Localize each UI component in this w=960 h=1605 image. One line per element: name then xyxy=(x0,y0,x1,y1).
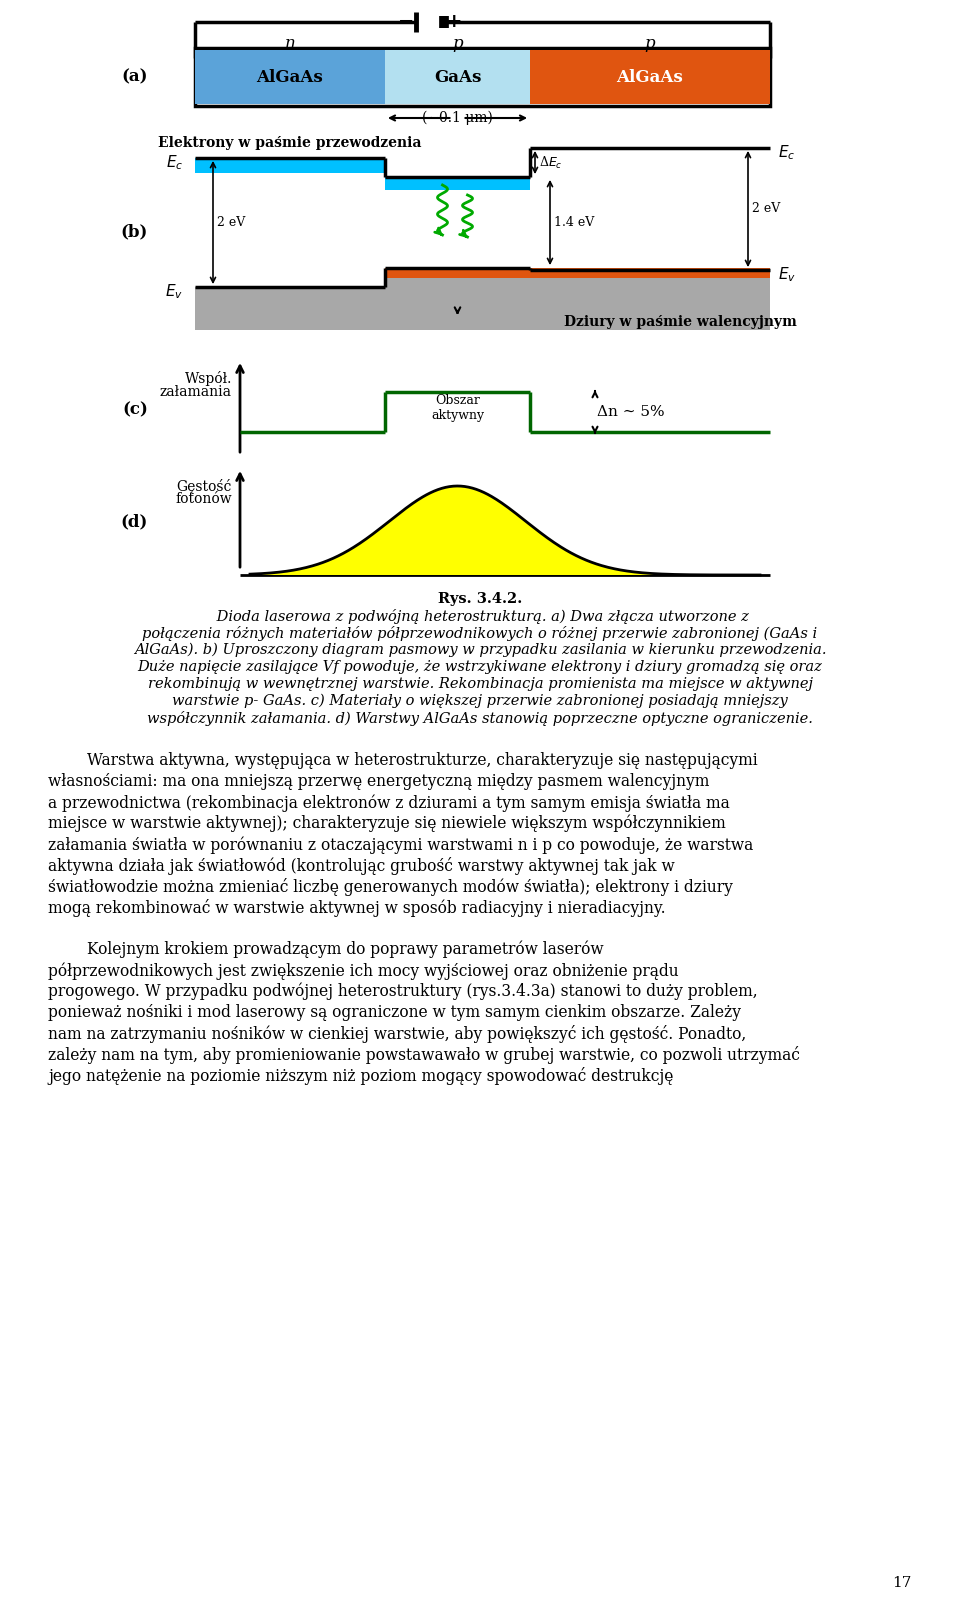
Text: AlGaAs: AlGaAs xyxy=(616,69,684,85)
Text: Duże napięcie zasilające Vf powoduje, że wstrzykiwane elektrony i dziury gromadz: Duże napięcie zasilające Vf powoduje, że… xyxy=(137,660,823,674)
Text: +: + xyxy=(445,13,463,30)
Bar xyxy=(530,270,770,331)
Text: Warstwa aktywna, występująca w heterostrukturze, charakteryzuje się następującym: Warstwa aktywna, występująca w heterostr… xyxy=(48,753,757,769)
Text: (∼0.1 μm): (∼0.1 μm) xyxy=(422,111,492,125)
Text: Dziury w paśmie walencyjnym: Dziury w paśmie walencyjnym xyxy=(564,315,797,329)
Text: Rys. 3.4.2.: Rys. 3.4.2. xyxy=(438,592,522,607)
Text: warstwie p- GaAs. c) Materiały o większej przerwie zabronionej posiadają mniejsz: warstwie p- GaAs. c) Materiały o większe… xyxy=(172,693,788,708)
Text: AlGaAs: AlGaAs xyxy=(256,69,324,85)
Text: aktywna działa jak światłowód (kontrolując grubość warstwy aktywnej tak jak w: aktywna działa jak światłowód (kontroluj… xyxy=(48,857,675,875)
Text: a przewodnictwa (rekombinacja elektronów z dziurami a tym samym emisja światła m: a przewodnictwa (rekombinacja elektronów… xyxy=(48,794,730,812)
Text: $E_v$: $E_v$ xyxy=(778,266,796,284)
Text: Obszar
aktywny: Obszar aktywny xyxy=(431,393,484,422)
Text: Współ.: Współ. xyxy=(184,371,232,385)
Text: połączenia różnych materiałów półprzewodnikowych o różnej przerwie zabronionej (: połączenia różnych materiałów półprzewod… xyxy=(142,626,818,640)
Bar xyxy=(530,50,770,104)
Text: 2 eV: 2 eV xyxy=(217,217,245,230)
Text: p: p xyxy=(645,34,656,51)
Text: własnościami: ma ona mniejszą przerwę energetyczną między pasmem walencyjnym: własnościami: ma ona mniejszą przerwę en… xyxy=(48,774,709,790)
Text: GaAs: GaAs xyxy=(434,69,481,85)
Text: $E_c$: $E_c$ xyxy=(166,154,183,172)
Text: ponieważ nośniki i mod laserowy są ograniczone w tym samym cienkim obszarze. Zal: ponieważ nośniki i mod laserowy są ogran… xyxy=(48,1005,741,1021)
Text: półprzewodnikowych jest zwiększenie ich mocy wyjściowej oraz obniżenie prądu: półprzewodnikowych jest zwiększenie ich … xyxy=(48,961,679,979)
Text: załamania: załamania xyxy=(160,385,232,400)
Text: AlGaAs). b) Uproszczony diagram pasmowy w przypadku zasilania w kierunku przewod: AlGaAs). b) Uproszczony diagram pasmowy … xyxy=(133,644,827,658)
Text: Δ$E_c$: Δ$E_c$ xyxy=(539,154,563,170)
Text: Δn ∼ 5%: Δn ∼ 5% xyxy=(597,404,664,419)
Text: Elektrony w paśmie przewodzenia: Elektrony w paśmie przewodzenia xyxy=(158,136,421,149)
Text: 17: 17 xyxy=(893,1576,912,1591)
Bar xyxy=(195,157,385,173)
Text: zależy nam na tym, aby promieniowanie powstawawało w grubej warstwie, co pozwoli: zależy nam na tym, aby promieniowanie po… xyxy=(48,1046,800,1064)
Text: n: n xyxy=(284,34,296,51)
Text: progowego. W przypadku podwójnej heterostruktury (rys.3.4.3a) stanowi to duży pr: progowego. W przypadku podwójnej heteros… xyxy=(48,982,757,1000)
Bar xyxy=(195,48,770,106)
Text: 1.4 eV: 1.4 eV xyxy=(554,217,594,230)
Text: p: p xyxy=(452,34,463,51)
Text: −: − xyxy=(397,13,414,30)
Text: jego natężenie na poziomie niższym niż poziom mogący spowodować destrukcję: jego natężenie na poziomie niższym niż p… xyxy=(48,1067,673,1085)
Text: (a): (a) xyxy=(122,69,148,85)
Text: (c): (c) xyxy=(122,401,148,419)
Text: (b): (b) xyxy=(121,223,148,241)
Text: rekombinują w wewnętrznej warstwie. Rekombinacja promienista ma miejsce w aktywn: rekombinują w wewnętrznej warstwie. Reko… xyxy=(148,677,812,692)
Text: Dioda laserowa z podwójną heterostrukturą. a) Dwa złącza utworzone z: Dioda laserowa z podwójną heterostruktur… xyxy=(211,608,749,624)
Text: fotonów: fotonów xyxy=(176,493,232,506)
Text: miejsce w warstwie aktywnej); charakteryzuje się niewiele większym współczynniki: miejsce w warstwie aktywnej); charaktery… xyxy=(48,815,726,833)
Text: współczynnik załamania. d) Warstwy AlGaAs stanowią poprzeczne optyczne ogranicze: współczynnik załamania. d) Warstwy AlGaA… xyxy=(147,711,813,725)
Bar xyxy=(385,268,770,278)
Text: $E_v$: $E_v$ xyxy=(165,282,183,302)
Bar xyxy=(385,268,530,331)
Text: 2 eV: 2 eV xyxy=(752,202,780,215)
Text: (d): (d) xyxy=(121,514,148,530)
Bar xyxy=(385,177,530,189)
Text: $E_c$: $E_c$ xyxy=(778,144,795,162)
Bar xyxy=(195,50,385,104)
Text: załamania światła w porównaniu z otaczającymi warstwami n i p co powoduje, że wa: załamania światła w porównaniu z otaczaj… xyxy=(48,836,754,854)
Text: Kolejnym krokiem prowadzącym do poprawy parametrów laserów: Kolejnym krokiem prowadzącym do poprawy … xyxy=(48,941,604,958)
Text: Gęstość: Gęstość xyxy=(177,478,232,493)
Bar xyxy=(195,287,385,331)
Text: mogą rekombinować w warstwie aktywnej w sposób radiacyjny i nieradiacyjny.: mogą rekombinować w warstwie aktywnej w … xyxy=(48,899,665,916)
Bar xyxy=(385,50,530,104)
Text: światłowodzie można zmieniać liczbę generowanych modów światła); elektrony i dzi: światłowodzie można zmieniać liczbę gene… xyxy=(48,878,732,896)
Text: nam na zatrzymaniu nośników w cienkiej warstwie, aby powiększyć ich gęstość. Pon: nam na zatrzymaniu nośników w cienkiej w… xyxy=(48,1026,746,1043)
